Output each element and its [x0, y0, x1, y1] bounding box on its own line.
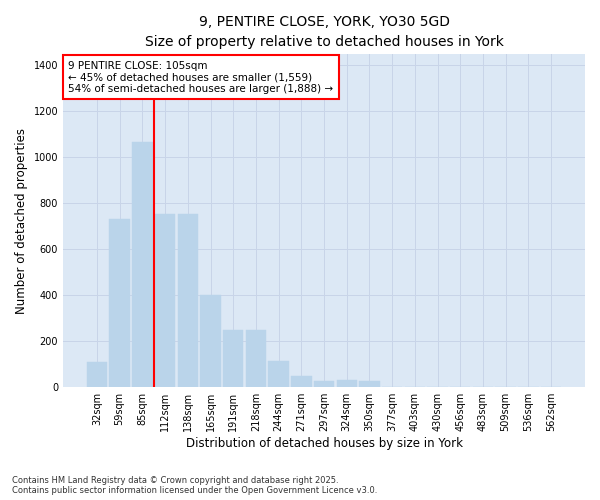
Bar [268, 361, 289, 387]
Bar [314, 381, 334, 387]
Bar [291, 376, 311, 387]
X-axis label: Distribution of detached houses by size in York: Distribution of detached houses by size … [185, 437, 463, 450]
Title: 9, PENTIRE CLOSE, YORK, YO30 5GD
Size of property relative to detached houses in: 9, PENTIRE CLOSE, YORK, YO30 5GD Size of… [145, 15, 503, 48]
Bar [132, 142, 152, 387]
Text: 9 PENTIRE CLOSE: 105sqm
← 45% of detached houses are smaller (1,559)
54% of semi: 9 PENTIRE CLOSE: 105sqm ← 45% of detache… [68, 60, 334, 94]
Bar [109, 220, 130, 387]
Bar [337, 380, 357, 387]
Bar [155, 214, 175, 387]
Bar [87, 362, 107, 387]
Bar [245, 330, 266, 387]
Bar [200, 295, 221, 387]
Text: Contains HM Land Registry data © Crown copyright and database right 2025.
Contai: Contains HM Land Registry data © Crown c… [12, 476, 377, 495]
Bar [359, 382, 380, 387]
Bar [223, 330, 244, 387]
Bar [178, 214, 198, 387]
Y-axis label: Number of detached properties: Number of detached properties [15, 128, 28, 314]
